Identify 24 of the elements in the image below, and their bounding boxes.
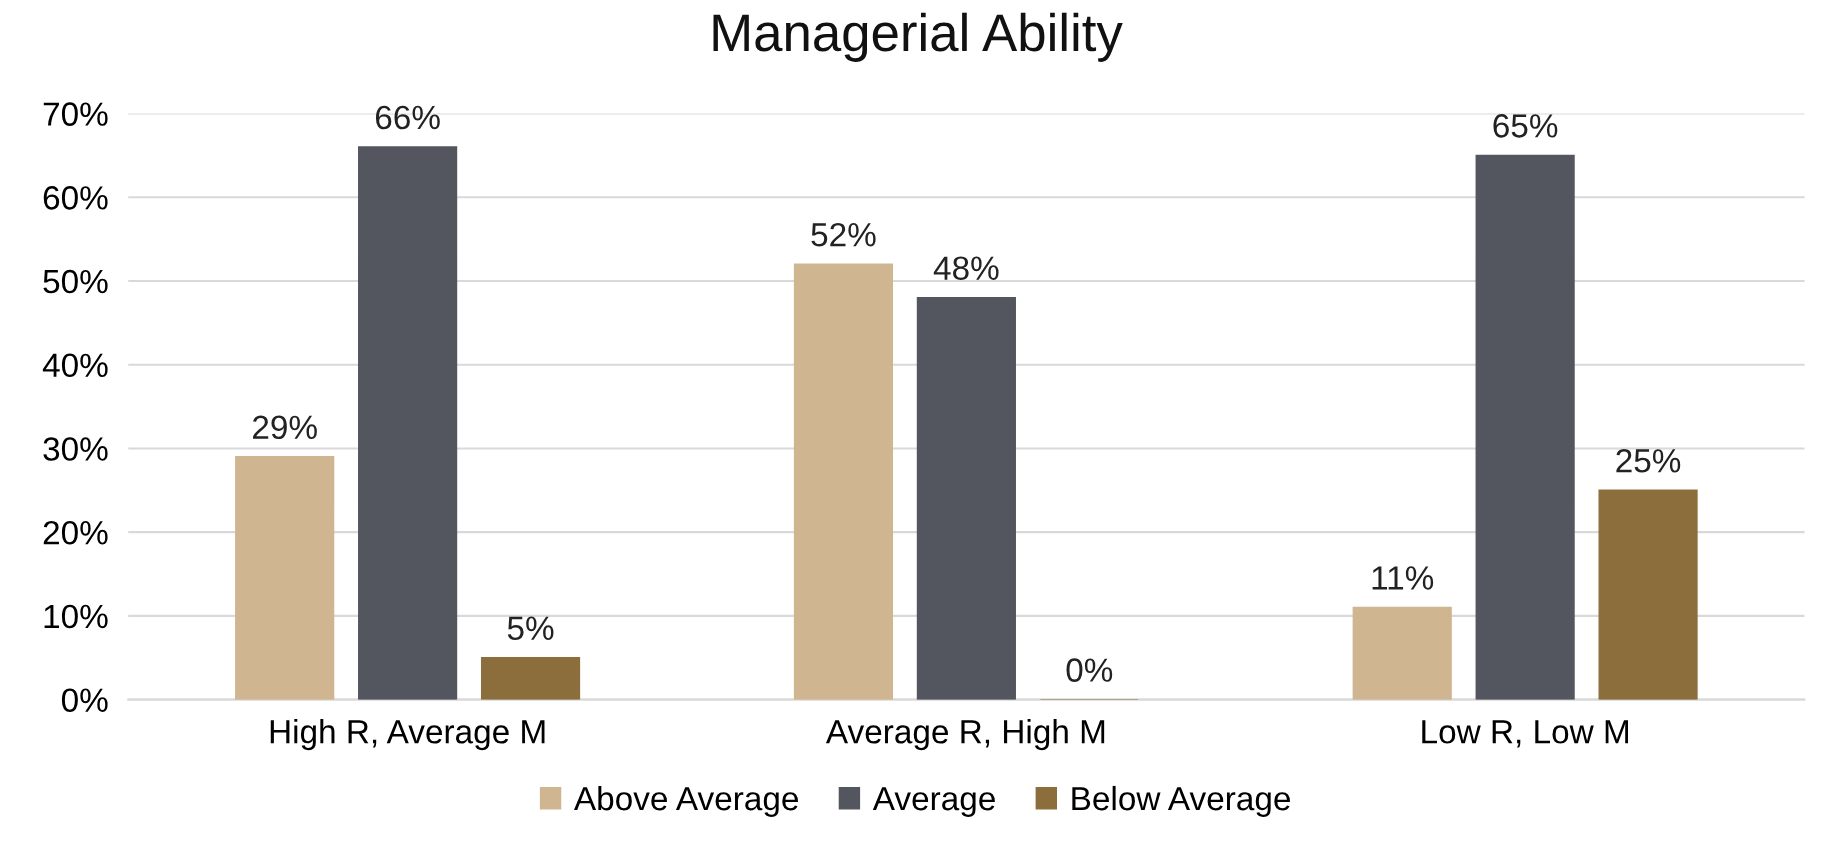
x-tick-label: High R, Average M (270, 719, 545, 751)
y-tick-label: 70% (43, 102, 108, 126)
y-tick-label: 60% (43, 186, 108, 210)
data-label: 48% (933, 256, 999, 281)
data-label: 11% (1372, 566, 1434, 590)
data-label: 52% (811, 222, 876, 247)
data-label: 0% (1066, 658, 1113, 682)
y-tick-label: 50% (43, 269, 108, 294)
y-tick-label: 10% (44, 604, 108, 629)
data-label: 29% (253, 415, 317, 440)
data-label: 65% (1493, 114, 1558, 138)
x-tick-label: Low R, Low M (1422, 720, 1628, 748)
chart-title: Managerial Ability (713, 12, 1123, 62)
y-tick-label: 0% (61, 688, 108, 713)
x-tick-label: Average R, High M (825, 719, 1105, 751)
legend-label: Above Average (573, 785, 798, 817)
data-label: 5% (507, 616, 554, 641)
y-tick-label: 20% (43, 520, 108, 545)
y-tick-label: 30% (43, 437, 108, 461)
legend-label: Below Average (1072, 785, 1290, 817)
data-label: 66% (375, 105, 440, 130)
data-label: 25% (1616, 448, 1681, 473)
legend-label: Average (872, 787, 995, 817)
y-tick-label: 40% (42, 353, 108, 378)
